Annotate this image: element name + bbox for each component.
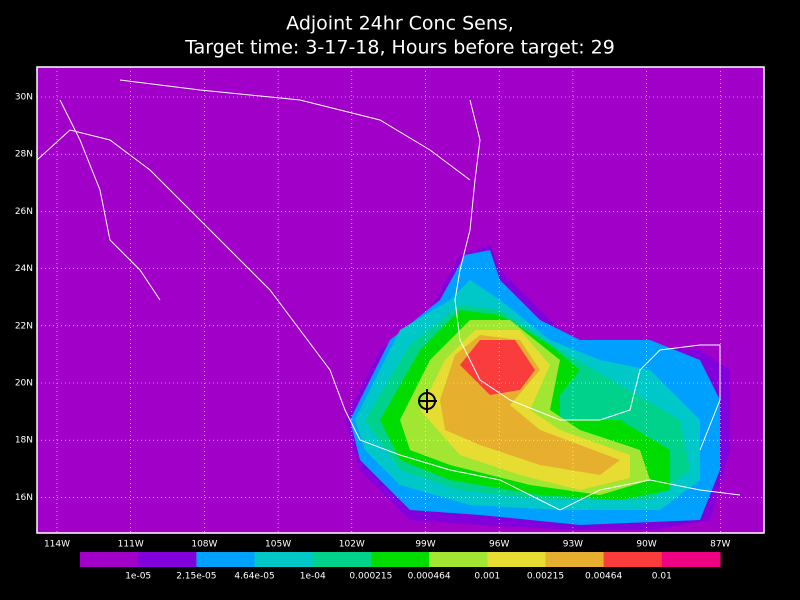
lat-label: 22N (15, 321, 33, 331)
colorbar-swatch (487, 552, 546, 567)
lon-label: 93W (563, 540, 583, 550)
lon-label: 105W (265, 540, 291, 550)
colorbar-swatch (80, 552, 139, 567)
lat-label: 20N (15, 379, 33, 389)
coastline (37, 129, 561, 511)
lon-label: 96W (489, 540, 509, 550)
lon-label: 90W (636, 540, 656, 550)
colorbar-swatch (429, 552, 488, 567)
colorbar-swatch (661, 552, 721, 567)
colorbar-swatch (138, 552, 197, 567)
lat-label: 18N (15, 436, 33, 446)
lon-label: 111W (118, 540, 144, 550)
title-line: Target time: 3-17-18, Hours before targe… (184, 37, 615, 59)
target-marker (418, 389, 437, 413)
contour (460, 340, 535, 395)
colorbar-label: 2.15e-05 (176, 572, 216, 582)
colorbar-label: 1e-05 (125, 572, 151, 582)
colorbar-label: 0.01 (652, 572, 672, 582)
title-line: Adjoint 24hr Conc Sens, (286, 13, 514, 35)
lon-label: 102W (339, 540, 365, 550)
map-frame (36, 66, 765, 534)
colorbar-swatch (370, 552, 430, 567)
lat-label: 28N (15, 150, 33, 160)
colorbar-swatch (545, 552, 605, 567)
coastlines (37, 79, 741, 511)
lat-label: 30N (15, 93, 33, 103)
colorbar-label: 0.000215 (349, 572, 392, 582)
border (119, 79, 471, 181)
grid (37, 67, 764, 533)
lat-label: 16N (15, 493, 33, 503)
coastline (454, 99, 721, 451)
map-area (37, 67, 764, 533)
lon-label: 114W (44, 540, 70, 550)
colorbar-label: 4.64e-05 (234, 572, 274, 582)
colorbar-label: 1e-04 (300, 572, 326, 582)
lon-label: 87W (710, 540, 730, 550)
colorbar-swatch (196, 552, 256, 567)
lat-label: 26N (15, 207, 33, 217)
colorbar-label: 0.00464 (585, 572, 622, 582)
colorbar-label: 0.001 (474, 572, 500, 582)
colorbar-label: 0.00215 (527, 572, 564, 582)
colorbar-swatch (254, 552, 314, 567)
lon-label: 108W (191, 540, 217, 550)
colorbar-swatch (603, 552, 663, 567)
coastline (59, 99, 161, 301)
lat-label: 24N (15, 264, 33, 274)
colorbar-label: 0.000464 (408, 572, 451, 582)
contours (345, 245, 730, 530)
colorbar-swatch (312, 552, 372, 567)
coastline (559, 479, 741, 511)
lon-label: 99W (415, 540, 435, 550)
